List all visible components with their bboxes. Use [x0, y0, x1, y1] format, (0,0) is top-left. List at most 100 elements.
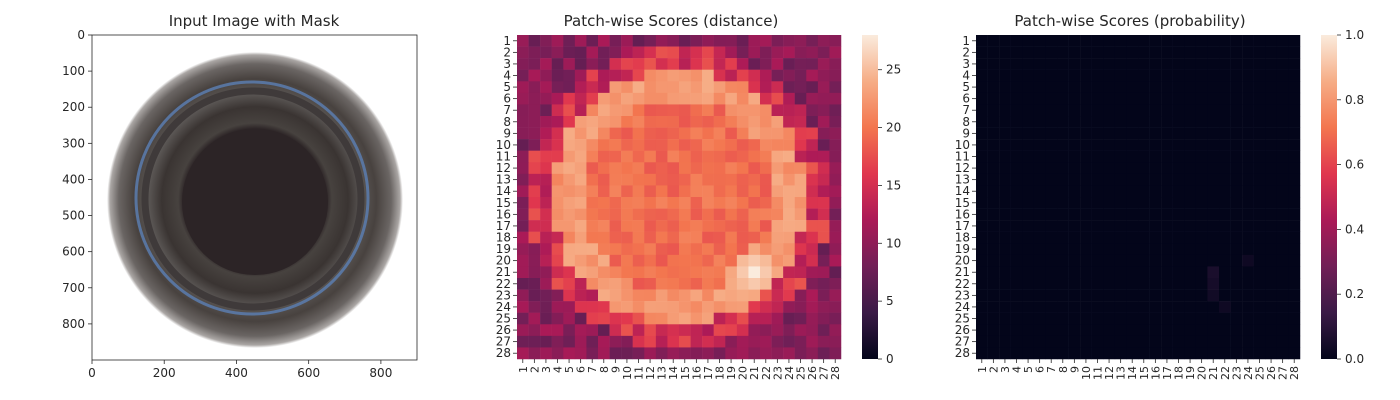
- heatmap-cell: [1114, 35, 1127, 47]
- probability-heatmap-axes: 1234567891011121314151617181920212223242…: [955, 34, 1301, 380]
- heatmap-cell: [1161, 127, 1173, 140]
- heatmap-cell: [1276, 347, 1289, 360]
- heatmap-cell: [586, 150, 599, 163]
- heatmap-cell: [1057, 116, 1069, 128]
- heatmap-cell: [987, 116, 1000, 128]
- heatmap-cell: [713, 220, 726, 232]
- row-tick-label: 4: [962, 69, 970, 83]
- row-tick-label: 14: [496, 184, 511, 198]
- heatmap-cell: [1184, 104, 1197, 117]
- heatmap-cell: [644, 35, 657, 47]
- heatmap-cell: [1091, 254, 1104, 267]
- heatmap-cell: [1230, 46, 1243, 59]
- x-tick-label: 800: [369, 366, 392, 380]
- heatmap-cell: [1010, 185, 1023, 198]
- heatmap-cell: [1149, 35, 1162, 47]
- heatmap-cell: [1080, 139, 1092, 151]
- heatmap-cell: [609, 335, 622, 348]
- heatmap-cell: [632, 35, 645, 47]
- heatmap-cell: [574, 139, 587, 151]
- heatmap-cell: [1230, 35, 1243, 47]
- heatmap-cell: [794, 173, 807, 186]
- heatmap-cell: [725, 150, 738, 163]
- heatmap-cell: [655, 254, 668, 267]
- heatmap-cell: [760, 324, 772, 337]
- heatmap-cell: [1057, 254, 1069, 267]
- heatmap-cell: [679, 58, 691, 70]
- heatmap-cell: [679, 243, 691, 256]
- heatmap-cell: [817, 254, 830, 267]
- heatmap-cell: [1022, 173, 1035, 186]
- heatmap-cell: [609, 46, 622, 59]
- heatmap-cell: [829, 254, 842, 267]
- heatmap-cell: [540, 173, 552, 186]
- heatmap-cell: [1161, 243, 1173, 256]
- heatmap-cell: [1022, 150, 1035, 163]
- col-tick-label: 20: [1196, 366, 1209, 380]
- heatmap-cell: [563, 278, 576, 290]
- heatmap-cell: [679, 139, 691, 151]
- heatmap-cell: [1288, 162, 1301, 175]
- heatmap-cell: [667, 35, 680, 47]
- heatmap-cell: [702, 92, 714, 105]
- heatmap-cell: [829, 231, 842, 244]
- heatmap-cell: [1149, 254, 1162, 267]
- heatmap-cell: [783, 335, 795, 348]
- heatmap-cell: [999, 116, 1011, 128]
- col-tick-label: 12: [644, 366, 657, 380]
- heatmap-cell: [976, 289, 988, 302]
- heatmap-cell: [1057, 92, 1069, 105]
- heatmap-cell: [748, 173, 761, 186]
- heatmap-cell: [1068, 92, 1081, 105]
- heatmap-cell: [713, 116, 726, 128]
- heatmap-cell: [655, 208, 668, 221]
- heatmap-cell: [783, 347, 795, 360]
- heatmap-cell: [1126, 185, 1139, 198]
- heatmap-cell: [748, 185, 761, 198]
- row-tick-label: 16: [955, 207, 970, 221]
- heatmap-cell: [1161, 208, 1173, 221]
- heatmap-cell: [1288, 46, 1301, 59]
- heatmap-cell: [817, 35, 830, 47]
- heatmap-cell: [713, 139, 726, 151]
- heatmap-cell: [667, 46, 680, 59]
- heatmap-cell: [586, 254, 599, 267]
- panel2-title: Patch-wise Scores (distance): [564, 12, 779, 30]
- heatmap-cell: [540, 347, 552, 360]
- heatmap-cell: [725, 289, 738, 302]
- heatmap-cell: [551, 231, 564, 244]
- heatmap-cell: [1242, 347, 1254, 360]
- heatmap-cell: [1288, 185, 1301, 198]
- heatmap-cell: [551, 69, 564, 82]
- heatmap-cell: [1010, 301, 1023, 313]
- heatmap-cell: [1126, 150, 1139, 163]
- heatmap-cell: [1195, 69, 1208, 82]
- heatmap-cell: [1195, 46, 1208, 59]
- col-tick-label: 1: [517, 366, 530, 373]
- heatmap-cell: [1103, 266, 1116, 279]
- heatmap-cell: [713, 185, 726, 198]
- heatmap-cell: [563, 231, 576, 244]
- heatmap-cell: [632, 116, 645, 128]
- heatmap-cell: [1068, 208, 1081, 221]
- heatmap-cell: [1045, 139, 1058, 151]
- heatmap-cell: [771, 139, 784, 151]
- row-tick-label: 12: [955, 161, 970, 175]
- heatmap-cell: [540, 197, 552, 209]
- heatmap-cell: [1103, 208, 1116, 221]
- heatmap-cell: [563, 185, 576, 198]
- heatmap-cell: [1010, 324, 1023, 337]
- col-tick-label: 9: [1068, 366, 1081, 373]
- heatmap-cell: [783, 197, 795, 209]
- heatmap-cell: [1045, 185, 1058, 198]
- colorbar-tick-label: 0.8: [1345, 93, 1364, 107]
- heatmap-cell: [976, 81, 988, 94]
- heatmap-cell: [976, 220, 988, 232]
- row-tick-label: 3: [962, 57, 970, 71]
- heatmap-cell: [1057, 162, 1069, 175]
- heatmap-cell: [563, 58, 576, 70]
- row-tick-label: 6: [962, 92, 970, 106]
- heatmap-cell: [713, 231, 726, 244]
- heatmap-cell: [1103, 127, 1116, 140]
- heatmap-cell: [1161, 278, 1173, 290]
